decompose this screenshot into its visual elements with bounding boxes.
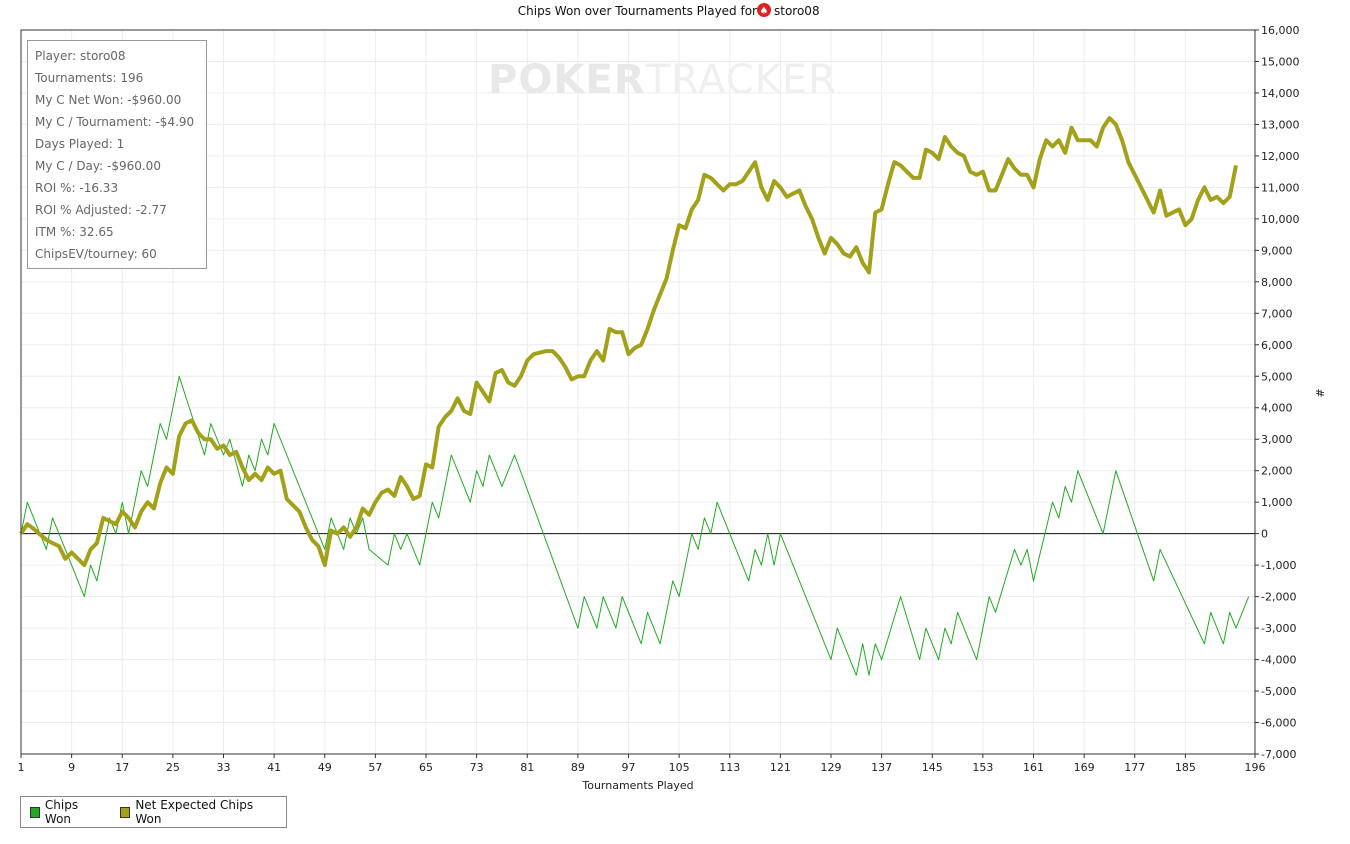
x-tick-label: 196	[1245, 761, 1266, 774]
x-tick-label: 65	[419, 761, 433, 774]
y-tick-label: -5,000	[1261, 685, 1296, 698]
x-tick-label: 169	[1074, 761, 1095, 774]
y-tick-label: 2,000	[1261, 465, 1293, 478]
x-tick-label: 33	[217, 761, 231, 774]
x-tick-label: 121	[770, 761, 791, 774]
stat-roi-adjusted: ROI % Adjusted: -2.77	[35, 203, 167, 217]
stat-per-day: My C / Day: -$960.00	[35, 159, 161, 173]
pokertracker-watermark: POKERTRACKER	[488, 57, 837, 103]
y-axis-label: #	[1313, 388, 1326, 397]
y-tick-label: 3,000	[1261, 433, 1293, 446]
legend-swatch-chips-won	[30, 806, 40, 818]
x-tick-label: 137	[871, 761, 892, 774]
y-tick-label: 0	[1261, 528, 1268, 541]
x-tick-label: 177	[1124, 761, 1145, 774]
x-tick-label: 113	[719, 761, 740, 774]
y-tick-label: 15,000	[1261, 55, 1300, 68]
y-tick-label: -3,000	[1261, 622, 1296, 635]
stat-itm: ITM %: 32.65	[35, 225, 114, 239]
y-tick-label: -2,000	[1261, 591, 1296, 604]
legend-label-chips-won: Chips Won	[44, 798, 79, 826]
y-tick-label: 9,000	[1261, 244, 1293, 257]
x-tick-label: 81	[520, 761, 534, 774]
y-tick-label: -4,000	[1261, 654, 1296, 667]
x-tick-label: 145	[922, 761, 943, 774]
stat-per-tournament: My C / Tournament: -$4.90	[35, 115, 195, 129]
y-tick-label: -6,000	[1261, 717, 1296, 730]
y-tick-label: 7,000	[1261, 307, 1293, 320]
plot-border	[20, 29, 1256, 755]
y-tick-label: 14,000	[1261, 87, 1300, 100]
y-tick-label: -1,000	[1261, 559, 1296, 572]
x-tick-label: 73	[470, 761, 484, 774]
chart-title: Chips Won over Tournaments Played for	[518, 4, 757, 18]
x-tick-label: 89	[571, 761, 585, 774]
series-line-net-expected-chips-won	[19, 116, 1238, 568]
spade-suit-icon: ♠	[757, 3, 771, 17]
y-tick-label: 13,000	[1261, 118, 1300, 131]
y-tick-label: 4,000	[1261, 402, 1293, 415]
stat-roi: ROI %: -16.33	[35, 181, 119, 195]
y-tick-label: 12,000	[1261, 150, 1300, 163]
chart-legend: Chips Won Net Expected Chips Won	[20, 796, 287, 828]
x-tick-label: 97	[622, 761, 636, 774]
y-tick-label: 6,000	[1261, 339, 1293, 352]
y-tick-label: 1,000	[1261, 496, 1293, 509]
stat-player: Player: storo08	[35, 49, 126, 63]
x-tick-label: 153	[972, 761, 993, 774]
y-tick-label: -7,000	[1261, 748, 1296, 761]
x-tick-label: 161	[1023, 761, 1044, 774]
y-tick-label: 11,000	[1261, 181, 1300, 194]
x-tick-label: 17	[115, 761, 129, 774]
y-tick-label: 10,000	[1261, 213, 1300, 226]
chart-title-player: storo08	[774, 4, 820, 18]
series-line-chips-won	[20, 375, 1250, 676]
legend-item-chips-won: Chips Won	[30, 798, 100, 826]
legend-label-net-expected: Net Expected Chips Won	[135, 798, 254, 826]
stat-chipsev: ChipsEV/tourney: 60	[35, 247, 157, 261]
legend-swatch-net-expected	[120, 806, 131, 818]
stats-panel: Player: storo08 Tournaments: 196 My C Ne…	[27, 40, 207, 269]
y-tick-label: 8,000	[1261, 276, 1293, 289]
legend-item-net-expected: Net Expected Chips Won	[120, 798, 266, 826]
x-tick-label: 129	[821, 761, 842, 774]
stat-net-won: My C Net Won: -$960.00	[35, 93, 182, 107]
stat-tournaments: Tournaments: 196	[35, 71, 144, 85]
y-tick-label: 16,000	[1261, 24, 1300, 37]
y-tick-label: 5,000	[1261, 370, 1293, 383]
plot-area	[21, 30, 1255, 754]
stat-days-played: Days Played: 1	[35, 137, 125, 151]
x-tick-label: 1	[18, 761, 25, 774]
x-tick-label: 41	[267, 761, 281, 774]
x-tick-label: 105	[669, 761, 690, 774]
x-tick-label: 25	[166, 761, 180, 774]
x-tick-label: 49	[318, 761, 332, 774]
x-tick-label: 9	[68, 761, 75, 774]
x-tick-label: 185	[1175, 761, 1196, 774]
spade-icon-bg	[757, 3, 771, 17]
spade-icon-glyph: ♠	[760, 6, 769, 17]
x-axis-label: Tournaments Played	[581, 779, 693, 792]
x-tick-label: 57	[368, 761, 382, 774]
